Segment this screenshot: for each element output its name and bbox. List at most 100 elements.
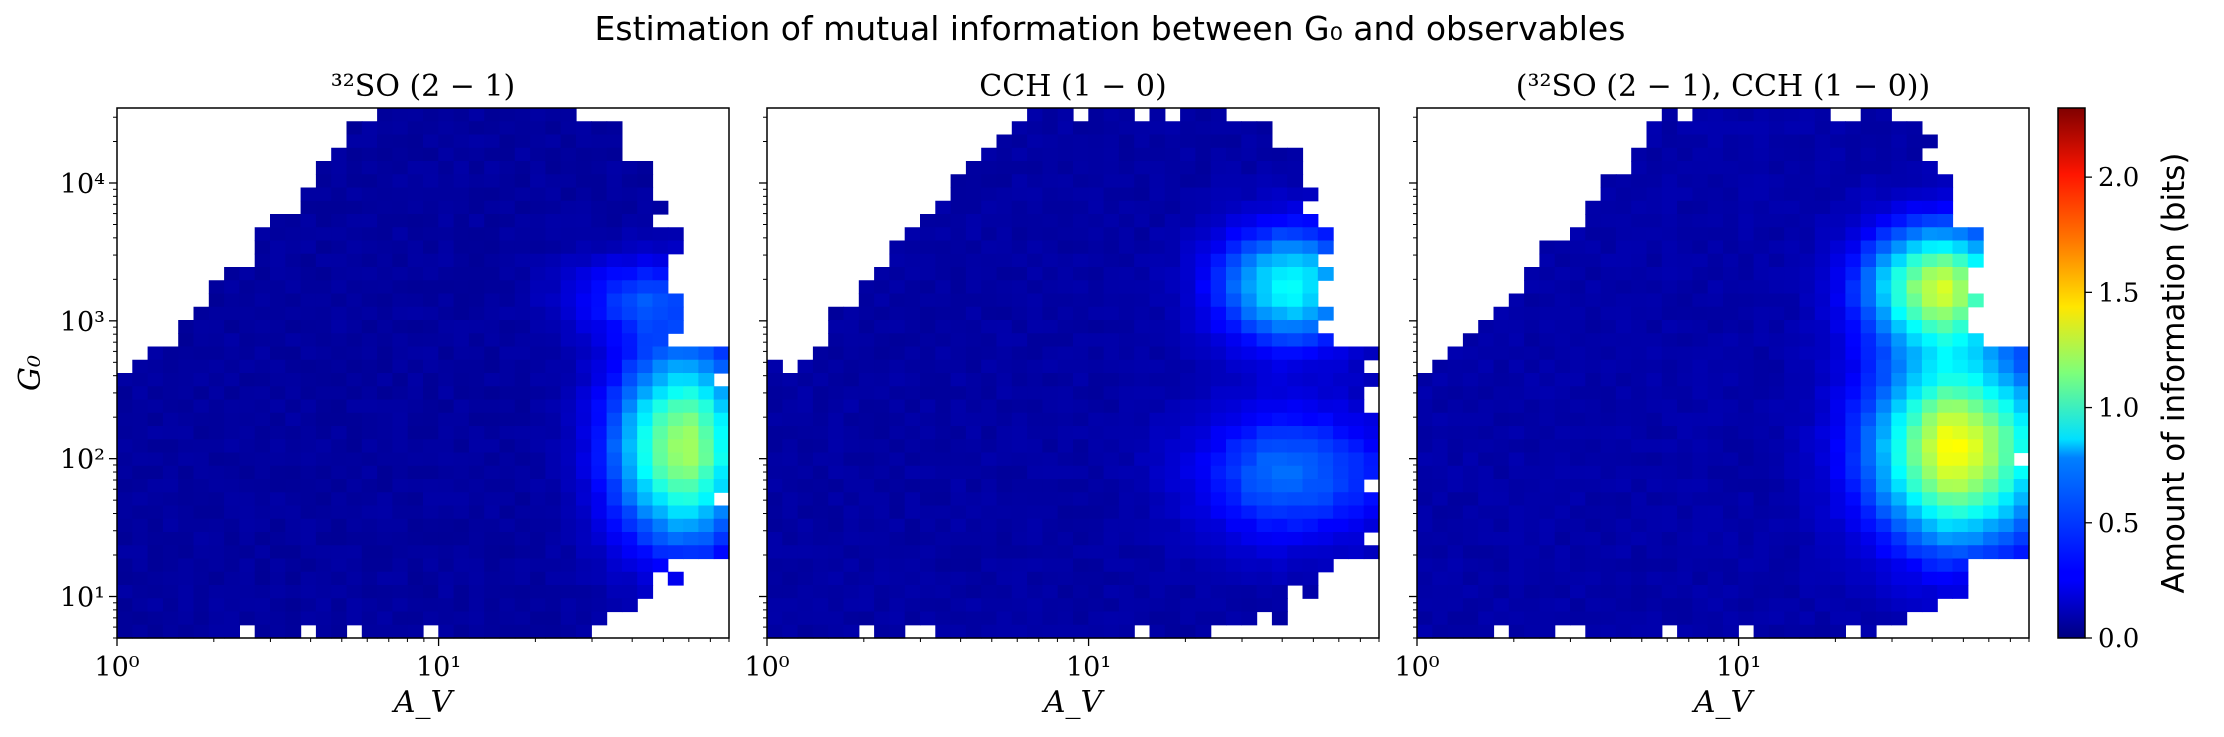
heatmap-cell [514,187,531,202]
heatmap-cell [1180,333,1196,348]
heatmap-cell [1042,412,1059,427]
heatmap-cell [1860,571,1877,586]
heatmap-cell [499,161,516,175]
heatmap-cell [606,121,623,136]
heatmap-cell [1462,452,1479,467]
heatmap-cell [1042,558,1059,573]
heatmap-cell [1164,333,1181,348]
heatmap-cell [423,240,439,255]
heatmap-cell [254,585,271,599]
heatmap-cell [1432,532,1449,546]
heatmap-cell [1998,399,2015,414]
heatmap-cell [1707,386,1724,401]
heatmap-cell [1876,214,1892,228]
heatmap-cell [652,293,669,308]
heatmap-cell [1723,108,1739,122]
heatmap-cell [1164,452,1181,467]
heatmap-cell [1753,187,1770,202]
heatmap-cell [1707,571,1724,586]
heatmap-cell [300,253,317,268]
heatmap-cell [1417,585,1433,599]
heatmap-cell [1088,611,1105,626]
heatmap-cell [667,518,684,533]
heatmap-cell [621,585,638,599]
heatmap-cell [1134,598,1151,613]
heatmap-cell [1241,320,1258,334]
heatmap-cell [1057,412,1074,427]
heatmap-cell [361,571,378,586]
heatmap-cell [545,214,562,228]
heatmap-cell [1210,426,1227,440]
heatmap-cell [1103,346,1120,361]
heatmap-cell [904,267,921,281]
heatmap-cell [147,412,164,427]
heatmap-cell [1210,280,1227,295]
heatmap-cell [1891,267,1908,281]
heatmap-cell [1164,492,1181,507]
heatmap-cell [1753,214,1770,228]
heatmap-cell [1600,320,1617,334]
heatmap-cell [920,439,936,454]
heatmap-cell [1768,320,1785,334]
heatmap-cell [920,532,936,546]
heatmap-cell [904,518,921,533]
heatmap-cell [1302,306,1319,321]
heatmap-cell [1768,571,1785,586]
heatmap-cell [797,439,814,454]
heatmap-cell [1998,505,2015,520]
heatmap-cell [530,386,546,401]
heatmap-cell [453,598,470,613]
heatmap-cell [514,108,531,122]
heatmap-cell [1226,532,1242,546]
heatmap-cell [1011,399,1028,414]
heatmap-cell [1195,346,1212,361]
heatmap-cell [423,465,439,480]
heatmap-cell [1348,505,1365,520]
heatmap-cell [453,439,470,454]
heatmap-cell [1952,346,1969,361]
heatmap-cell [683,399,699,414]
heatmap-cell [1417,571,1433,586]
heatmap-cell [1508,452,1525,467]
heatmap-cell [1363,346,1380,361]
heatmap-cell [1723,359,1739,374]
heatmap-cell [1692,174,1709,189]
heatmap-cell [1042,227,1059,242]
y-tick-label: 10² [60,445,105,476]
heatmap-cell [1011,359,1028,374]
heatmap-cell [1256,465,1273,480]
heatmap-cell [1646,558,1663,573]
heatmap-cell [1860,426,1877,440]
heatmap-cell [1027,187,1043,202]
heatmap-cell [1241,518,1258,533]
heatmap-cell [361,174,378,189]
heatmap-cell [1615,253,1632,268]
heatmap-cell [606,399,623,414]
heatmap-cell [1195,147,1212,162]
heatmap-cell [981,227,998,242]
heatmap-cell [782,545,799,560]
heatmap-cell [965,161,982,175]
heatmap-cell [621,161,638,175]
heatmap-cell [1615,267,1632,281]
heatmap-cell [1723,174,1739,189]
heatmap-cell [499,346,516,361]
heatmap-cell [346,426,363,440]
heatmap-cell [377,359,393,374]
heatmap-cell [576,134,592,149]
heatmap-cell [904,373,921,387]
heatmap-cell [315,465,332,480]
heatmap-cell [1768,214,1785,228]
heatmap-cell [193,585,210,599]
heatmap-cell [254,492,271,507]
heatmap-cell [1876,240,1892,255]
heatmap-cell [1073,200,1089,215]
heatmap-cell [1814,611,1831,626]
heatmap-cell [1921,293,1938,308]
heatmap-cell [843,306,860,321]
heatmap-cell [1011,333,1028,348]
heatmap-cell [782,399,799,414]
heatmap-cell [1508,492,1525,507]
heatmap-cell [1226,399,1242,414]
heatmap-cell [514,492,531,507]
